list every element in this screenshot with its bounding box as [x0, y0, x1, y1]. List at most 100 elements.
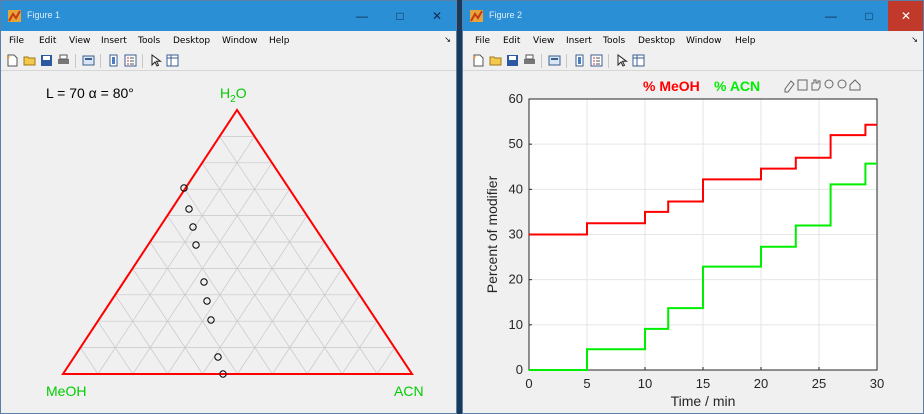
menu-window[interactable]: Window [686, 36, 722, 46]
menu-file[interactable]: File [475, 36, 491, 46]
open-file-icon[interactable] [23, 54, 36, 67]
menubar-overflow-icon[interactable]: ↘ [911, 35, 918, 44]
menu-help[interactable]: Help [735, 36, 756, 46]
new-figure-icon[interactable] [6, 54, 19, 67]
composition-point [207, 316, 215, 324]
property-editor-icon[interactable] [632, 54, 645, 67]
menu-edit[interactable]: Edit [39, 36, 57, 46]
toolbar-separator [541, 54, 542, 68]
matlab-logo-icon [470, 10, 483, 22]
ternary-grid-line [97, 136, 255, 375]
y-tick-label: 30 [509, 227, 523, 242]
ternary-grid-line [201, 162, 343, 375]
ternary-grid-line [80, 347, 99, 375]
composition-point [189, 223, 197, 231]
link-plot-icon[interactable] [82, 54, 95, 67]
open-file-icon[interactable] [489, 54, 502, 67]
composition-points [180, 184, 227, 378]
y-tick-label: 10 [509, 317, 523, 332]
home-icon[interactable] [849, 79, 861, 91]
figure1-titlebar[interactable]: Figure 1 — □ ✕ [1, 1, 456, 31]
figure2-window: Figure 2 — □ ✕ File Edit View Insert Too… [462, 0, 924, 414]
ternary-plot: L = 70 α = 80° H2O MeOH ACN [46, 85, 424, 399]
figure1-toolbar [1, 51, 456, 71]
maximize-button[interactable]: □ [396, 9, 404, 23]
save-icon[interactable] [40, 54, 53, 67]
x-tick-label: 25 [812, 376, 826, 391]
composition-point [214, 353, 222, 361]
parameter-annotation: L = 70 α = 80° [46, 85, 134, 101]
menu-file[interactable]: File [9, 36, 25, 46]
composition-point [185, 205, 193, 213]
y-tick-label: 50 [509, 136, 523, 151]
pointer-icon[interactable] [149, 54, 162, 67]
save-icon[interactable] [506, 54, 519, 67]
toolbar-separator [142, 54, 143, 68]
legend-icon[interactable] [590, 54, 603, 67]
x-tick-label: 0 [525, 376, 532, 391]
legend-icon[interactable] [124, 54, 137, 67]
figure2-menubar: File Edit View Insert Tools Desktop Wind… [463, 32, 923, 50]
toolbar-separator [100, 54, 101, 68]
ternary-grid-line [114, 294, 168, 375]
menu-help[interactable]: Help [269, 36, 290, 46]
composition-point [203, 297, 211, 305]
print-icon[interactable] [523, 54, 536, 67]
menu-window[interactable]: Window [222, 36, 258, 46]
menu-insert[interactable]: Insert [566, 36, 592, 46]
colorbar-icon[interactable] [573, 54, 586, 67]
ternary-grid [80, 136, 395, 375]
matlab-logo-icon [8, 10, 21, 22]
menu-tools[interactable]: Tools [603, 36, 626, 46]
x-axis-label: Time / min [671, 393, 736, 409]
zoom-in-icon[interactable] [824, 79, 834, 89]
figure1-canvas: L = 70 α = 80° H2O MeOH ACN [1, 72, 456, 413]
figure1-window: Figure 1 — □ ✕ File Edit View Insert Too… [0, 0, 457, 414]
x-tick-label: 5 [583, 376, 590, 391]
pan-hand-icon[interactable] [811, 79, 821, 91]
vertex-label-meoh: MeOH [46, 383, 86, 399]
link-plot-icon[interactable] [548, 54, 561, 67]
menu-desktop[interactable]: Desktop [173, 36, 211, 46]
x-tick-label: 30 [870, 376, 884, 391]
close-button[interactable]: ✕ [431, 9, 443, 23]
tick-labels: 0 5 10 15 20 25 30 0 10 20 30 40 50 60 [509, 91, 885, 391]
menu-desktop[interactable]: Desktop [638, 36, 676, 46]
new-figure-icon[interactable] [472, 54, 485, 67]
menu-view[interactable]: View [69, 36, 91, 46]
property-editor-icon[interactable] [166, 54, 179, 67]
figure1-menubar: File Edit View Insert Tools Desktop Wind… [1, 32, 456, 50]
vertex-label-h2o: H2O [220, 85, 247, 105]
zoom-out-icon[interactable] [837, 79, 847, 89]
colorbar-icon[interactable] [107, 54, 120, 67]
print-icon[interactable] [57, 54, 70, 67]
brush-icon[interactable] [784, 80, 795, 93]
ternary-grid-line [237, 241, 325, 375]
x-tick-label: 20 [754, 376, 768, 391]
composition-point [180, 184, 188, 192]
minimize-button[interactable]: — [356, 9, 368, 23]
toolbar-separator [608, 54, 609, 68]
menubar-overflow-icon[interactable]: ↘ [444, 35, 451, 44]
minimize-button[interactable]: — [825, 9, 837, 23]
close-button[interactable]: ✕ [888, 1, 923, 31]
ternary-grid-line [184, 189, 308, 375]
menu-edit[interactable]: Edit [503, 36, 521, 46]
series-line-acn [529, 162, 877, 371]
y-tick-label: 0 [516, 362, 523, 377]
ternary-grid-line [219, 136, 378, 375]
ternary-grid-line [307, 294, 360, 375]
figure2-canvas: % MeOH % ACN 0 5 10 15 20 25 30 0 10 20 30 40 50 60 P… [463, 72, 923, 413]
toolbar-separator [75, 54, 76, 68]
x-tick-label: 15 [696, 376, 710, 391]
data-tips-icon[interactable] [797, 79, 808, 91]
menu-tools[interactable]: Tools [138, 36, 161, 46]
maximize-button[interactable]: □ [865, 9, 873, 23]
figure2-titlebar[interactable]: Figure 2 — □ ✕ [463, 1, 923, 31]
menu-insert[interactable]: Insert [101, 36, 127, 46]
menu-view[interactable]: View [533, 36, 555, 46]
data-series [529, 123, 877, 371]
legend-acn: % ACN [714, 78, 760, 94]
figure2-toolbar [463, 51, 923, 71]
pointer-icon[interactable] [615, 54, 628, 67]
